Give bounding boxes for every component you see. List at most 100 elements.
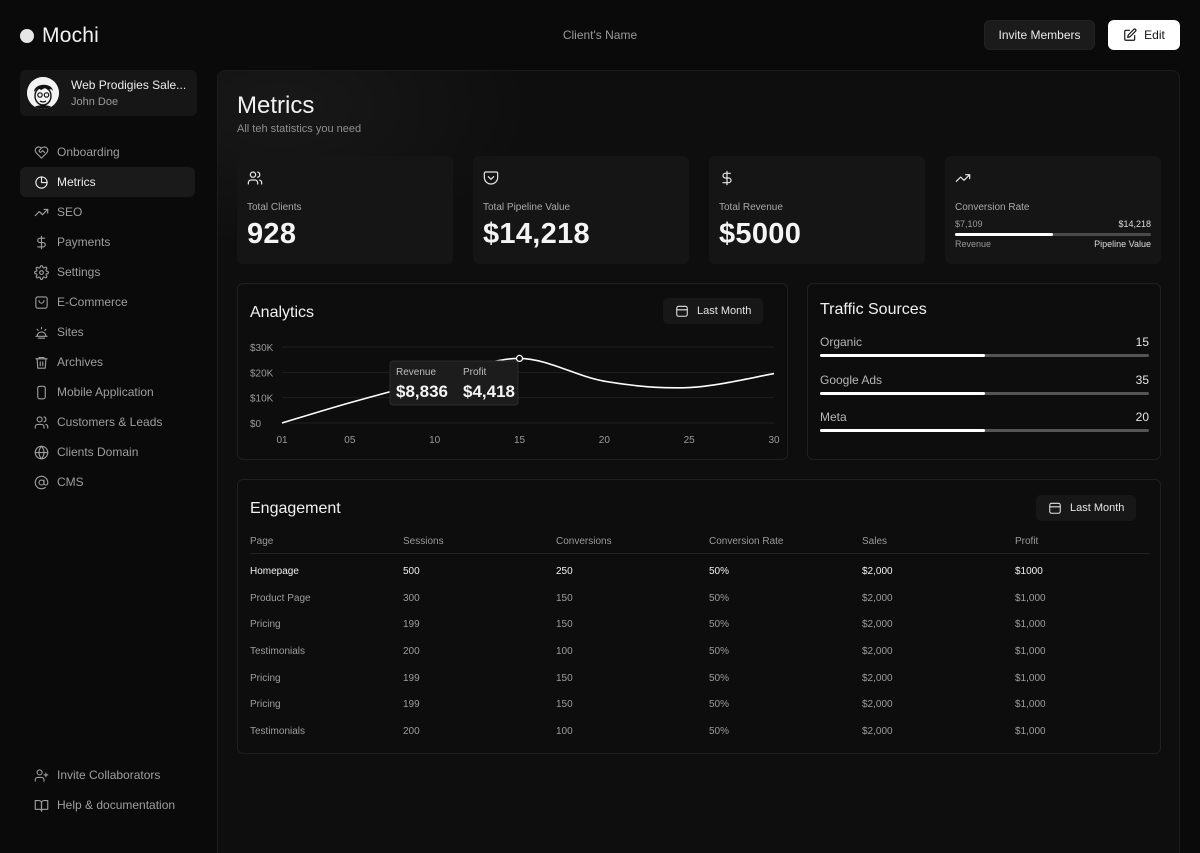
analytics-period-button[interactable]: Last Month (663, 298, 764, 324)
sidebar-item-settings[interactable]: Settings (20, 257, 195, 287)
sidebar-item-label: E-Commerce (57, 295, 128, 309)
sidebar-item-label: Onboarding (57, 145, 120, 159)
sidebar: Web Prodigies Sale... John Doe Onboardin… (20, 70, 197, 853)
traffic-source-name: Organic (820, 335, 863, 349)
invite-members-button[interactable]: Invite Members (984, 20, 1095, 50)
table-row[interactable]: Pricing 199 150 50% $2,000 $1,000 (250, 665, 1150, 692)
sidebar-item-e-commerce[interactable]: E-Commerce (20, 287, 195, 317)
stat-card-conversion-rate: Conversion Rate $7,109 $14,218 Revenue P… (945, 156, 1161, 264)
column-header[interactable]: Profit (1015, 536, 1039, 547)
dollar-icon (722, 170, 732, 186)
traffic-bar-fill (820, 429, 985, 432)
app-logo[interactable]: Mochi (20, 24, 99, 48)
tooltip-profit-value: $4,418 (463, 382, 515, 401)
table-row[interactable]: Homepage 500 250 50% $2,000 $1000 (250, 558, 1150, 585)
sidebar-item-archives[interactable]: Archives (20, 347, 195, 377)
table-cell: 150 (556, 672, 573, 684)
profile-card[interactable]: Web Prodigies Sale... John Doe (20, 70, 197, 116)
table-row[interactable]: Pricing 199 150 50% $2,000 $1,000 (250, 691, 1150, 718)
page-subtitle: All teh statistics you need (237, 123, 362, 135)
table-cell: $1,000 (1015, 672, 1046, 684)
app-name: Mochi (42, 24, 100, 47)
dollar-icon (37, 235, 46, 249)
engagement-title: Engagement (250, 500, 341, 517)
table-cell: $2,000 (862, 565, 893, 577)
table-cell: 100 (556, 645, 573, 657)
traffic-sources-title: Traffic Sources (820, 301, 927, 318)
stat-label: Total Clients (247, 202, 302, 213)
table-row[interactable]: Testimonials 200 100 50% $2,000 $1,000 (250, 718, 1150, 745)
table-cell: $1,000 (1015, 645, 1046, 657)
tooltip-revenue-label: Revenue (396, 367, 436, 378)
sidebar-item-onboarding[interactable]: Onboarding (20, 137, 195, 167)
sidebar-bottom-nav: Invite Collaborators Help & documentatio… (20, 760, 197, 820)
table-cell: Testimonials (250, 725, 306, 737)
analytics-line-chart[interactable]: $0 $10K $20K $30K 01 05 10 15 20 25 30 Revenue $8,83… (238, 284, 787, 459)
column-header[interactable]: Conversion Rate (709, 536, 784, 547)
engagement-panel: Engagement Last Month Page Sessions Conv… (237, 479, 1161, 754)
sidebar-item-mobile-application[interactable]: Mobile Application (20, 377, 195, 407)
sidebar-item-help-documentation[interactable]: Help & documentation (20, 790, 195, 820)
column-header[interactable]: Page (250, 536, 274, 547)
x-tick-label: 15 (514, 435, 526, 446)
stat-label: Total Pipeline Value (483, 202, 571, 213)
calendar-icon (1049, 502, 1061, 514)
table-cell: $1,000 (1015, 619, 1046, 631)
sidebar-item-label: Settings (57, 265, 101, 279)
column-header[interactable]: Conversions (556, 536, 612, 547)
trending-up-icon (955, 174, 971, 182)
analytics-title: Analytics (250, 304, 315, 321)
shopping-bag-icon (35, 295, 48, 309)
traffic-bar-fill (820, 392, 985, 395)
sidebar-item-customers-leads[interactable]: Customers & Leads (20, 407, 195, 437)
sidebar-item-invite-collaborators[interactable]: Invite Collaborators (20, 760, 195, 790)
sidebar-item-clients-domain[interactable]: Clients Domain (20, 437, 195, 467)
x-tick-label: 10 (429, 435, 441, 446)
user-plus-icon (34, 768, 49, 782)
conversion-progress-track (955, 233, 1151, 236)
sidebar-item-sites[interactable]: Sites (20, 317, 195, 347)
table-cell: Testimonials (250, 645, 306, 657)
table-cell: 150 (556, 699, 573, 711)
series-line (281, 357, 775, 424)
sidebar-item-label: Metrics (57, 175, 96, 189)
heart-handshake-icon (34, 145, 49, 159)
engagement-period-button[interactable]: Last Month (1036, 495, 1137, 521)
stat-card-total-revenue: Total Revenue $5000 (709, 156, 925, 264)
stat-label: Conversion Rate (955, 202, 1030, 213)
table-row[interactable]: Product Page 300 150 50% $2,000 $1,000 (250, 585, 1150, 612)
stat-value: $5000 (719, 218, 802, 250)
traffic-source-value: 15 (1135, 335, 1149, 349)
sidebar-item-metrics[interactable]: Metrics (20, 167, 195, 197)
tooltip-revenue-value: $8,836 (396, 382, 448, 401)
sidebar-item-cms[interactable]: CMS (20, 467, 195, 497)
column-header[interactable]: Sessions (403, 536, 444, 547)
x-tick-label: 30 (768, 435, 780, 446)
conversion-high-caption: Pipeline Value (1094, 239, 1151, 249)
profile-org-name: Web Prodigies Sale... (71, 78, 187, 92)
tooltip-profit-label: Profit (463, 367, 487, 378)
sidebar-item-seo[interactable]: SEO (20, 197, 195, 227)
table-cell: 300 (403, 592, 420, 604)
table-cell: 500 (403, 565, 420, 577)
traffic-sources-panel: Traffic Sources Organic 15 Google Ads 35… (807, 283, 1161, 460)
engagement-table: Page Sessions Conversions Conversion Rat… (250, 536, 1150, 745)
table-cell: Pricing (250, 672, 281, 684)
globe-icon (34, 445, 49, 459)
conversion-low-caption: Revenue (955, 239, 992, 249)
sidebar-item-label: Help & documentation (57, 798, 176, 812)
column-header[interactable]: Sales (862, 536, 888, 547)
edit-button[interactable]: Edit (1108, 20, 1180, 50)
mobile-icon (37, 385, 46, 399)
table-cell: $2,000 (862, 619, 893, 631)
stat-value: $14,218 (483, 218, 590, 250)
table-header: Page Sessions Conversions Conversion Rat… (250, 536, 1150, 554)
table-cell: $2,000 (862, 645, 893, 657)
table-cell: $2,000 (862, 725, 893, 737)
sidebar-item-label: Customers & Leads (57, 415, 163, 429)
table-cell: 50% (709, 565, 730, 577)
sidebar-item-label: Mobile Application (57, 385, 154, 399)
table-row[interactable]: Pricing 199 150 50% $2,000 $1,000 (250, 611, 1150, 638)
table-row[interactable]: Testimonials 200 100 50% $2,000 $1,000 (250, 638, 1150, 665)
sidebar-item-payments[interactable]: Payments (20, 227, 195, 257)
